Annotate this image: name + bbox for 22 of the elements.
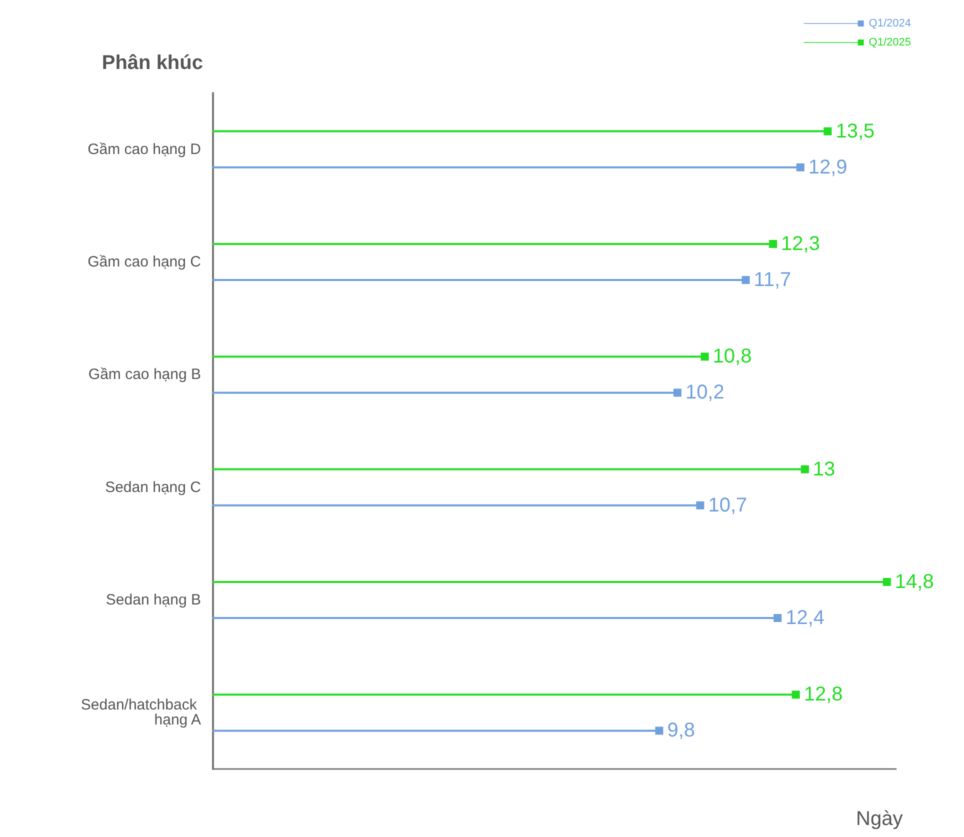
data-label: 12,4 [786,607,825,630]
legend-label: Q1/2024 [868,18,911,30]
data-label: 10,2 [685,382,724,404]
data-label: 10,7 [708,494,748,516]
y-tick-label: Sedan hạng C [105,478,202,496]
data-label: 12,8 [804,684,843,706]
data-label: 12,9 [808,156,848,178]
data-label: 12,3 [781,232,820,255]
data-label: 13,5 [836,120,875,142]
y-tick-label: Gầm cao hạng D [88,140,202,158]
y-tick-label: Gầm cao hạng B [88,366,201,384]
x-axis-title: Ngày [856,808,903,830]
y-axis-title: Phân khúc [102,52,203,74]
y-tick-label: Gầm cao hạng C [88,254,202,270]
y-tick-label: Sedan/hatchback hạng A [80,696,201,729]
legend-label: Q1/2025 [868,36,911,48]
data-label: 13 [812,458,836,480]
data-label: 14,8 [894,570,934,593]
data-label: 10,8 [712,346,752,368]
data-label: 11,7 [754,269,792,292]
data-label: 9,8 [667,720,696,742]
y-tick-label: Sedan hạng B [106,592,201,608]
